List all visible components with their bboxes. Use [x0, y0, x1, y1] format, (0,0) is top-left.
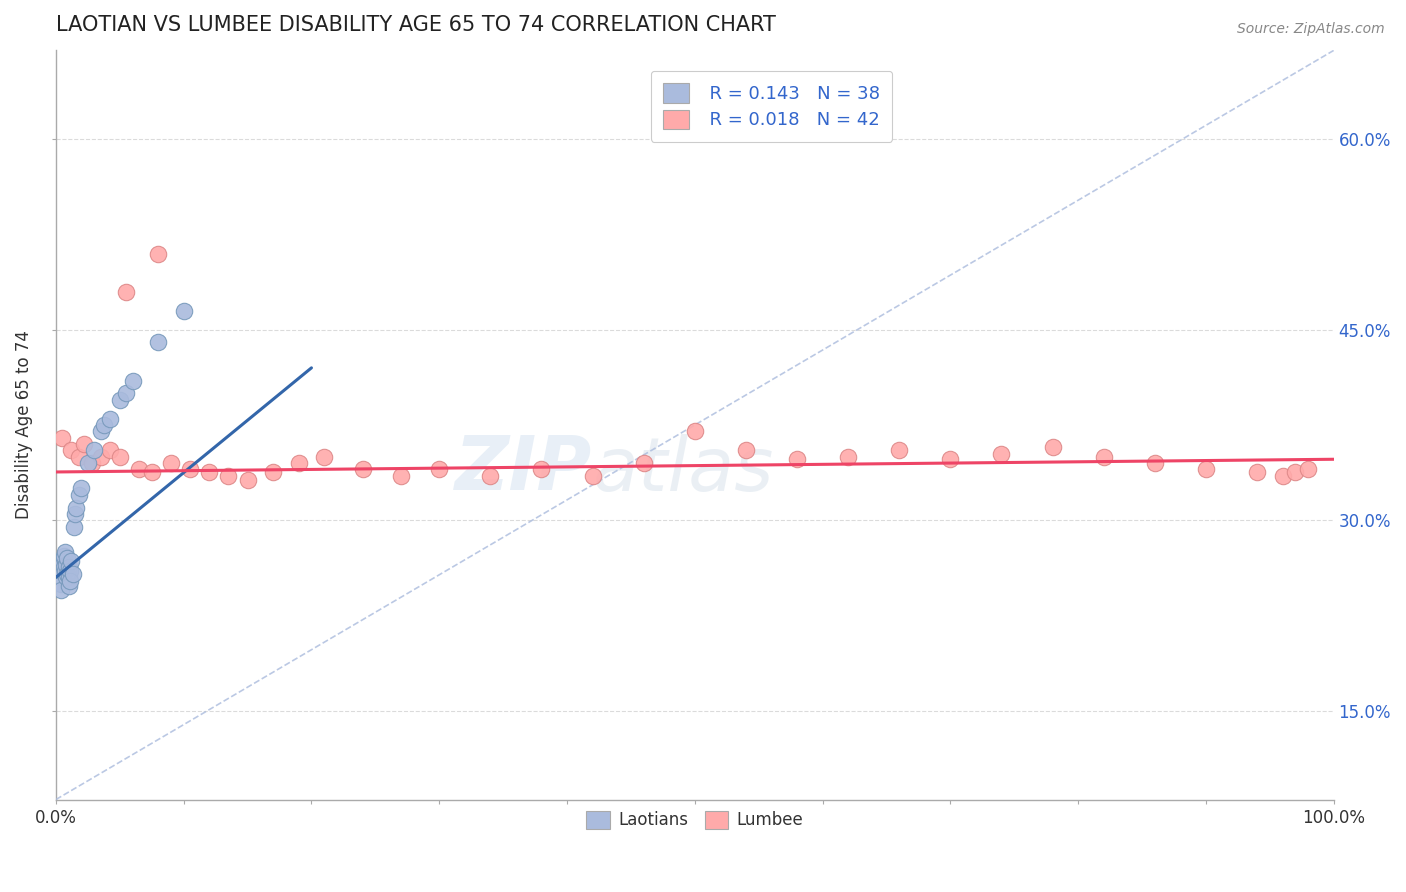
Point: [128, 462, 150, 476]
Point: [62, 566, 84, 581]
Point: [990, 447, 1012, 461]
Point: [48, 558, 70, 572]
Point: [73, 437, 96, 451]
Point: [530, 462, 553, 476]
Point: [65, 500, 87, 515]
Point: [1246, 465, 1268, 479]
Point: [217, 468, 239, 483]
Point: [51, 564, 73, 578]
Point: [287, 456, 309, 470]
Point: [683, 425, 706, 439]
Point: [83, 443, 105, 458]
Point: [1195, 462, 1218, 476]
Point: [58, 560, 80, 574]
Point: [262, 465, 284, 479]
Point: [389, 468, 412, 483]
Point: [90, 450, 112, 464]
Point: [98, 411, 121, 425]
Point: [837, 450, 859, 464]
Point: [63, 507, 86, 521]
Point: [52, 551, 75, 566]
Point: [93, 417, 115, 432]
Point: [121, 374, 143, 388]
Point: [58, 579, 80, 593]
Legend: Laotians, Lumbee: Laotians, Lumbee: [579, 804, 810, 836]
Point: [60, 554, 83, 568]
Point: [1143, 456, 1166, 470]
Point: [939, 452, 962, 467]
Point: [56, 566, 79, 581]
Point: [58, 570, 80, 584]
Point: [70, 482, 93, 496]
Point: [115, 386, 138, 401]
Point: [56, 551, 79, 566]
Point: [51, 431, 73, 445]
Point: [427, 462, 450, 476]
Point: [51, 558, 73, 572]
Point: [198, 465, 221, 479]
Point: [48, 570, 70, 584]
Point: [98, 443, 121, 458]
Point: [55, 570, 77, 584]
Point: [786, 452, 808, 467]
Point: [60, 443, 83, 458]
Point: [80, 456, 103, 470]
Point: [55, 558, 77, 572]
Point: [479, 468, 502, 483]
Point: [146, 335, 169, 350]
Point: [67, 488, 90, 502]
Point: [146, 246, 169, 260]
Point: [1042, 440, 1064, 454]
Point: [108, 450, 131, 464]
Point: [49, 576, 72, 591]
Point: [49, 582, 72, 597]
Point: [141, 465, 163, 479]
Point: [173, 303, 195, 318]
Point: [53, 545, 76, 559]
Point: [76, 456, 98, 470]
Point: [59, 564, 82, 578]
Point: [160, 456, 183, 470]
Point: [90, 425, 112, 439]
Point: [314, 450, 336, 464]
Text: Source: ZipAtlas.com: Source: ZipAtlas.com: [1237, 22, 1385, 37]
Point: [1092, 450, 1115, 464]
Y-axis label: Disability Age 65 to 74: Disability Age 65 to 74: [15, 331, 32, 519]
Point: [52, 560, 75, 574]
Point: [51, 554, 73, 568]
Point: [735, 443, 758, 458]
Text: LAOTIAN VS LUMBEE DISABILITY AGE 65 TO 74 CORRELATION CHART: LAOTIAN VS LUMBEE DISABILITY AGE 65 TO 7…: [56, 15, 776, 35]
Point: [1296, 462, 1319, 476]
Point: [108, 392, 131, 407]
Text: atlas: atlas: [592, 434, 773, 506]
Point: [179, 462, 201, 476]
Point: [1271, 468, 1294, 483]
Point: [352, 462, 374, 476]
Point: [889, 443, 911, 458]
Point: [53, 564, 76, 578]
Point: [1284, 465, 1306, 479]
Point: [62, 519, 84, 533]
Point: [115, 285, 138, 299]
Point: [52, 549, 75, 563]
Point: [236, 473, 259, 487]
Point: [633, 456, 655, 470]
Text: ZIP: ZIP: [456, 434, 592, 507]
Point: [67, 450, 90, 464]
Point: [581, 468, 603, 483]
Point: [59, 574, 82, 589]
